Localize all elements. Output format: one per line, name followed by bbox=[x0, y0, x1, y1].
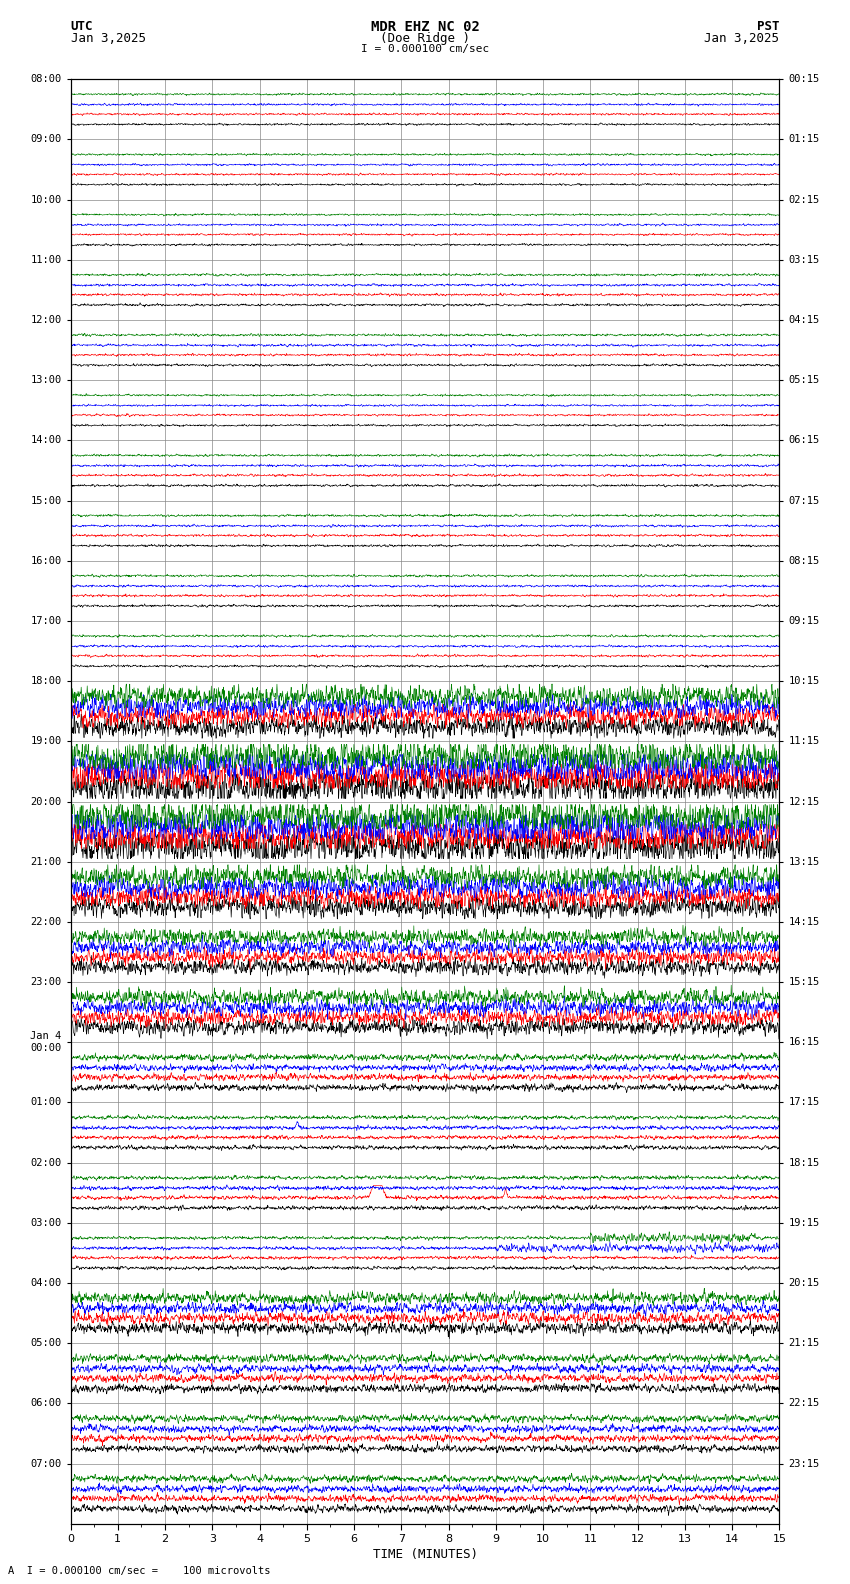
Text: A  I = 0.000100 cm/sec =    100 microvolts: A I = 0.000100 cm/sec = 100 microvolts bbox=[8, 1567, 271, 1576]
Text: I = 0.000100 cm/sec: I = 0.000100 cm/sec bbox=[361, 44, 489, 54]
Text: (Doe Ridge ): (Doe Ridge ) bbox=[380, 32, 470, 44]
Text: UTC: UTC bbox=[71, 19, 93, 33]
Text: Jan 3,2025: Jan 3,2025 bbox=[705, 32, 779, 44]
Text: Jan 3,2025: Jan 3,2025 bbox=[71, 32, 145, 44]
X-axis label: TIME (MINUTES): TIME (MINUTES) bbox=[372, 1549, 478, 1562]
Text: PST: PST bbox=[757, 19, 779, 33]
Text: MDR EHZ NC 02: MDR EHZ NC 02 bbox=[371, 19, 479, 33]
